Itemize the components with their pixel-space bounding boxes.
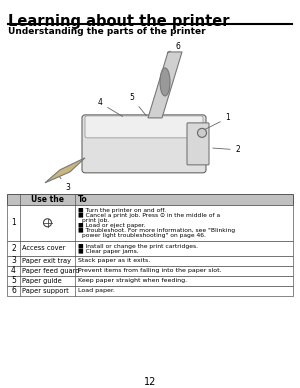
FancyBboxPatch shape [85, 116, 203, 138]
Text: 2: 2 [11, 244, 16, 253]
Text: Keep paper straight when feeding.: Keep paper straight when feeding. [78, 278, 187, 283]
Text: 6: 6 [11, 286, 16, 295]
Text: 3: 3 [11, 256, 16, 265]
Text: 4: 4 [98, 99, 123, 116]
Text: Paper support: Paper support [22, 288, 69, 294]
Text: Paper exit tray: Paper exit tray [22, 258, 71, 264]
Bar [7, 241, 293, 256]
Text: 5: 5 [11, 276, 16, 285]
Text: Use the: Use the [31, 195, 64, 204]
Text: Understanding the parts of the printer: Understanding the parts of the printer [8, 27, 206, 36]
Text: ■ Troubleshoot. For more information, see "Blinking: ■ Troubleshoot. For more information, se… [78, 228, 235, 233]
Text: power light troubleshooting" on page 46.: power light troubleshooting" on page 46. [82, 233, 206, 238]
Text: Paper guide: Paper guide [22, 278, 62, 284]
Text: 3: 3 [60, 177, 70, 192]
Text: Stack paper as it exits.: Stack paper as it exits. [78, 258, 150, 263]
Circle shape [197, 128, 206, 137]
Bar [7, 276, 293, 286]
FancyBboxPatch shape [187, 123, 209, 165]
Ellipse shape [160, 68, 170, 96]
Text: ■ Load or eject paper.: ■ Load or eject paper. [78, 223, 146, 228]
Bar [7, 205, 293, 241]
Text: Access cover: Access cover [22, 245, 65, 251]
Text: print job.: print job. [82, 218, 109, 223]
Text: ■ Turn the printer on and off.: ■ Turn the printer on and off. [78, 208, 166, 213]
Polygon shape [148, 52, 182, 118]
Text: 1: 1 [205, 113, 230, 130]
Text: 2: 2 [213, 146, 240, 154]
FancyBboxPatch shape [82, 115, 206, 173]
Bar [7, 286, 293, 296]
Bar [7, 266, 293, 276]
Text: Load paper.: Load paper. [78, 288, 115, 293]
Text: ■ Cancel a print job. Press ⊙ in the middle of a: ■ Cancel a print job. Press ⊙ in the mid… [78, 213, 220, 218]
Bar [7, 256, 293, 266]
Text: Learning about the printer: Learning about the printer [8, 14, 230, 29]
Text: ■ Clear paper jams.: ■ Clear paper jams. [78, 249, 139, 254]
Bar [7, 194, 293, 205]
Text: Paper feed guard: Paper feed guard [22, 268, 80, 274]
Text: 6: 6 [167, 42, 180, 53]
Text: 4: 4 [11, 266, 16, 275]
Text: ■ Install or change the print cartridges.: ■ Install or change the print cartridges… [78, 244, 198, 249]
Text: 12: 12 [144, 377, 156, 386]
Text: 5: 5 [130, 94, 146, 116]
Text: 1: 1 [11, 218, 16, 227]
Text: Prevent items from falling into the paper slot.: Prevent items from falling into the pape… [78, 268, 222, 273]
Text: To: To [78, 195, 88, 204]
Polygon shape [45, 158, 85, 183]
